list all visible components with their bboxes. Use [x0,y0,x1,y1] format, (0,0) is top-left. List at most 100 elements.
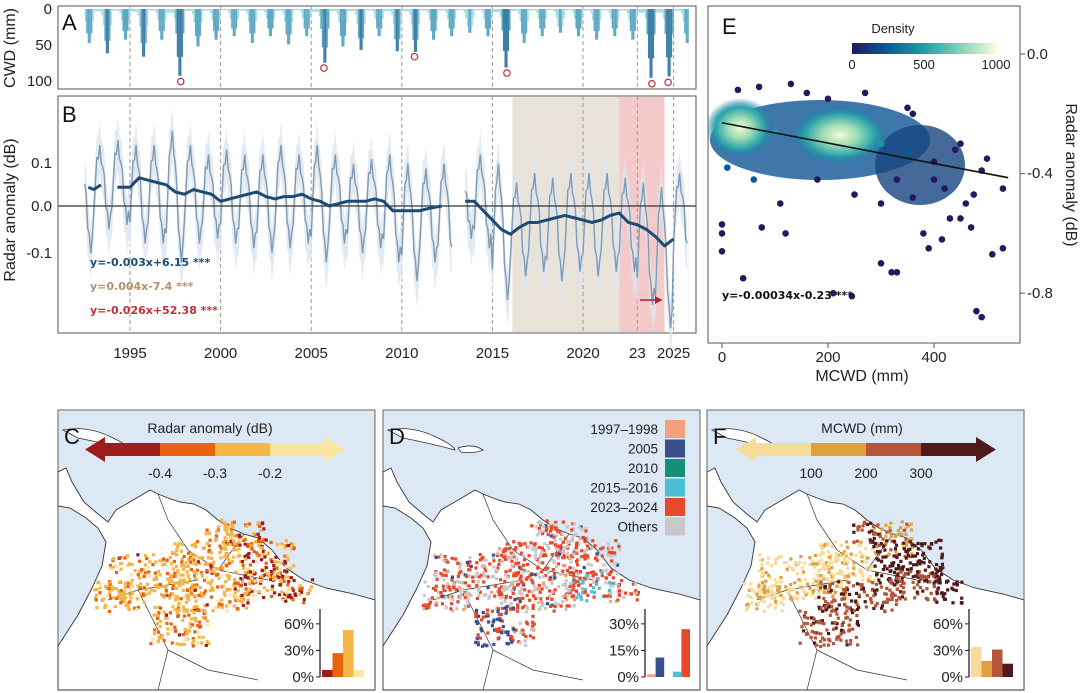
map-pixel [434,588,438,592]
cwd-bar [361,9,363,50]
map-pixel [177,608,181,612]
cwd-bar [620,9,623,11]
panel-d-map: 0%15%30% [382,409,701,691]
map-pixel [825,577,829,581]
map-pixel [154,575,158,579]
map-pixel [130,578,134,582]
map-pixel [505,542,509,546]
map-pixel [422,593,426,597]
cwd-bar [685,9,688,44]
map-pixel [846,596,850,601]
map-pixel [197,620,201,624]
map-pixel [286,575,290,579]
cwd-bar [173,9,176,19]
map-pixel [243,582,247,586]
map-pixel [570,528,574,532]
map-pixel [527,589,531,593]
map-pixel [845,545,849,549]
cwd-bar [684,9,686,34]
map-pixel [95,587,99,591]
map-pixel [534,556,538,560]
map-pixel [573,522,577,526]
cwd-bar [435,9,437,31]
map-pixel [910,545,914,549]
map-pixel [210,562,214,566]
density-peak [708,98,775,158]
map-pixel [439,572,443,576]
map-pixel [169,622,173,626]
map-pixel [259,546,263,550]
map-pixel [291,598,295,602]
map-pixel [878,581,882,585]
map-pixel [578,576,582,580]
map-pixel [506,557,510,561]
map-pixel [904,537,908,541]
map-pixel [613,553,617,557]
hist-bar [971,646,982,677]
map-pixel [541,561,545,565]
map-pixel [609,555,613,559]
map-pixel [836,616,840,620]
cwd-bar [453,9,455,29]
cwd-bar [199,9,202,36]
map-pixel [531,594,536,598]
map-pixel [173,629,178,633]
map-pixel [177,542,181,546]
cwd-bar [126,9,129,31]
cwd-bar [93,9,96,12]
map-pixel [541,575,546,579]
cwd-bar [507,9,510,51]
map-pixel [565,598,569,602]
map-pixel [476,643,480,647]
map-pixel [133,569,137,573]
map-pixel [565,587,569,591]
map-pixel [519,567,523,571]
map-pixel [543,606,548,610]
map-pixel [525,620,529,624]
cwd-bar [152,9,155,11]
map-pixel [229,534,233,538]
map-pixel [479,627,483,631]
f-legend-title: MCWD (mm) [821,420,903,436]
map-pixel [827,570,831,574]
extreme-drought-marker [664,78,672,87]
map-pixel [766,589,770,593]
map-pixel [849,639,853,643]
map-pixel [809,616,813,620]
map-pixel [572,577,576,581]
map-pixel [635,598,639,602]
map-pixel [253,589,258,593]
cwd-bar [347,9,350,12]
f-legend-tick: 100 [799,465,823,481]
cwd-bar [143,9,146,57]
map-pixel [540,587,544,591]
map-pixel [207,532,211,536]
map-pixel [228,600,232,604]
map-pixel [110,588,114,592]
cwd-bar [330,9,333,11]
map-pixel [889,569,893,573]
legend-color-segment [866,443,921,456]
map-pixel [200,571,204,575]
map-pixel [231,555,235,559]
map-pixel [869,597,873,601]
map-pixel [461,588,465,592]
map-pixel [105,586,109,591]
cwd-bar [650,9,653,78]
map-pixel [908,561,912,565]
cwd-bar [98,9,100,12]
map-pixel [173,581,177,585]
map-pixel [857,593,861,597]
map-pixel [557,547,561,551]
cwd-bar [300,9,303,13]
cwd-bar [454,9,457,20]
map-pixel [209,567,213,571]
map-pixel [292,578,296,583]
map-pixel [492,618,496,622]
hist-tick-label: 15% [609,642,639,659]
map-pixel [521,596,525,600]
a-ytick-0: 0 [44,1,52,18]
map-pixel [491,574,495,578]
map-pixel [579,525,583,529]
map-pixel [868,567,872,571]
